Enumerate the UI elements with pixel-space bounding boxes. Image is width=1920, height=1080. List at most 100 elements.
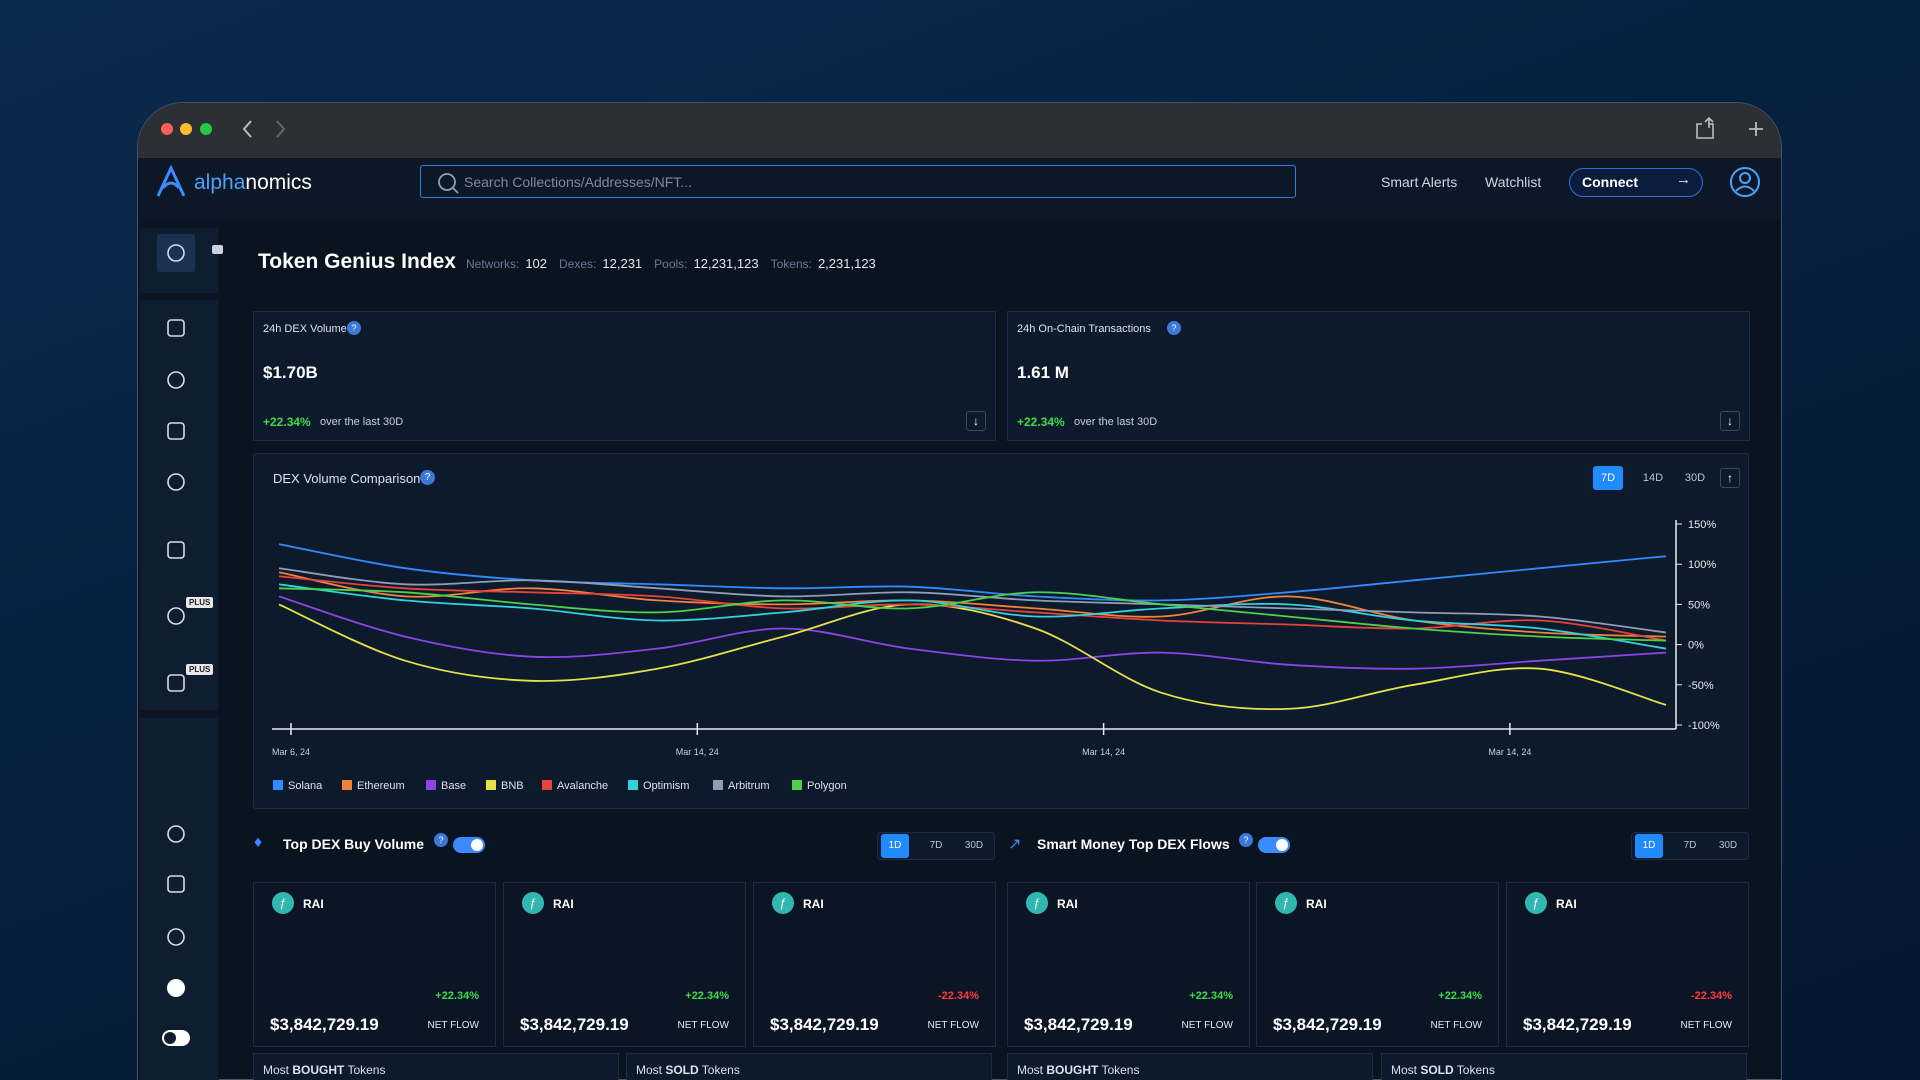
sidebar-icon[interactable] [165, 242, 188, 265]
legend-label[interactable]: Optimism [643, 780, 689, 792]
nav-link[interactable]: Watchlist [1485, 174, 1542, 190]
x-tick-label: Mar 14, 24 [676, 747, 719, 757]
forward-icon[interactable] [276, 120, 286, 138]
lock-icon[interactable] [212, 245, 223, 254]
legend-swatch[interactable] [713, 780, 723, 790]
stat-card [1007, 311, 1750, 441]
list-title: Most SOLD Tokens [636, 1063, 740, 1077]
range-button[interactable]: 14D [1642, 472, 1664, 484]
logo-text[interactable]: alphanomics [194, 171, 312, 195]
stat-value: 12,231 [602, 256, 643, 271]
user-icon[interactable] [1730, 167, 1760, 197]
token-change: -22.34% [938, 990, 979, 1002]
legend-swatch[interactable] [273, 780, 283, 790]
token-label: NET FLOW [1680, 1020, 1732, 1031]
help-icon[interactable]: ? [1167, 321, 1181, 335]
token-symbol: RAI [1556, 897, 1577, 911]
list-suffix: Tokens [344, 1063, 386, 1077]
connect-button[interactable] [1569, 168, 1703, 197]
range-button[interactable]: 30D [1718, 840, 1738, 851]
sidebar-icon[interactable] [167, 607, 185, 625]
help-icon[interactable]: ? [420, 470, 435, 485]
range-button[interactable]: 7D [1683, 840, 1697, 851]
y-tick-label: -100% [1688, 720, 1720, 732]
sidebar-icon[interactable] [167, 473, 185, 491]
range-button[interactable]: 7D [1593, 466, 1623, 490]
legend-label[interactable]: Arbitrum [728, 780, 770, 792]
sidebar-icon[interactable] [167, 422, 185, 440]
logo-mark[interactable] [156, 164, 186, 197]
token-card[interactable] [1506, 882, 1749, 1047]
token-card[interactable] [503, 882, 746, 1047]
legend-swatch[interactable] [542, 780, 552, 790]
legend-swatch[interactable] [486, 780, 496, 790]
share-icon[interactable] [1696, 116, 1714, 139]
stat-value: 2,231,123 [817, 256, 876, 271]
range-button[interactable]: 30D [1684, 472, 1706, 484]
help-icon[interactable]: ? [347, 321, 361, 335]
legend-label[interactable]: Ethereum [357, 780, 405, 792]
sidebar-icon[interactable] [167, 541, 185, 559]
min-dot[interactable] [180, 123, 192, 135]
token-card[interactable] [253, 882, 496, 1047]
list-prefix: Most [1017, 1063, 1047, 1077]
sidebar-icon[interactable] [167, 928, 185, 946]
legend-swatch[interactable] [426, 780, 436, 790]
stat-label: Tokens: [770, 257, 812, 271]
sidebar-icon[interactable] [167, 371, 185, 389]
token-icon: ƒ [772, 892, 794, 914]
range-button[interactable]: 1D [881, 834, 909, 858]
token-label: NET FLOW [427, 1020, 479, 1031]
section-title: Top DEX Buy Volume [283, 836, 425, 852]
sidebar-icon[interactable] [167, 319, 185, 337]
series-line [278, 543, 1667, 602]
list-suffix: Tokens [1453, 1063, 1495, 1077]
x-tick-label: Mar 14, 24 [1082, 747, 1125, 757]
close-dot[interactable] [161, 123, 173, 135]
range-button[interactable]: 7D [929, 840, 943, 851]
max-dot[interactable] [200, 123, 212, 135]
help-icon[interactable]: ? [1239, 833, 1253, 847]
sidebar-icon[interactable] [167, 979, 185, 997]
card-title: 24h DEX Volume [263, 323, 347, 335]
legend-label[interactable]: Solana [288, 780, 323, 792]
collapse-button[interactable]: ↑ [1720, 468, 1740, 488]
range-button[interactable]: 30D [964, 840, 984, 851]
sidebar-icon[interactable] [167, 875, 185, 893]
legend-label[interactable]: Base [441, 780, 466, 792]
download-button[interactable]: ↓ [1720, 411, 1740, 431]
token-card[interactable] [1256, 882, 1499, 1047]
legend-label[interactable]: BNB [501, 780, 524, 792]
help-icon[interactable]: ? [434, 833, 448, 847]
legend-label[interactable]: Polygon [807, 780, 847, 792]
stat-label: Networks: [465, 257, 520, 271]
legend-swatch[interactable] [792, 780, 802, 790]
token-card[interactable] [753, 882, 996, 1047]
nav-link[interactable]: Smart Alerts [1381, 174, 1458, 190]
legend-swatch[interactable] [628, 780, 638, 790]
sidebar-group [140, 718, 218, 1080]
range-button[interactable]: 1D [1635, 834, 1663, 858]
search-placeholder: Search Collections/Addresses/NFT... [464, 174, 692, 190]
search-box[interactable] [420, 165, 1296, 198]
back-icon[interactable] [242, 120, 252, 138]
logo-a: alpha [194, 171, 246, 194]
section-title: Smart Money Top DEX Flows [1037, 836, 1230, 852]
stat-value: 102 [525, 256, 548, 271]
new-tab-icon[interactable] [1749, 122, 1763, 136]
list-bold: BOUGHT [292, 1063, 345, 1077]
card-title: 24h On-Chain Transactions [1017, 323, 1151, 335]
toggle-knob [1276, 839, 1288, 851]
x-tick-label: Mar 14, 24 [1488, 747, 1531, 757]
token-card[interactable] [1007, 882, 1250, 1047]
sidebar-active[interactable] [157, 234, 195, 272]
y-tick-label: 50% [1688, 599, 1710, 611]
sidebar-icon[interactable] [167, 674, 185, 692]
legend-swatch[interactable] [342, 780, 352, 790]
list-suffix: Tokens [698, 1063, 740, 1077]
download-button[interactable]: ↓ [966, 411, 986, 431]
legend-label[interactable]: Avalanche [557, 780, 608, 792]
sidebar-icon[interactable] [167, 825, 185, 843]
token-change: -22.34% [1691, 990, 1732, 1002]
